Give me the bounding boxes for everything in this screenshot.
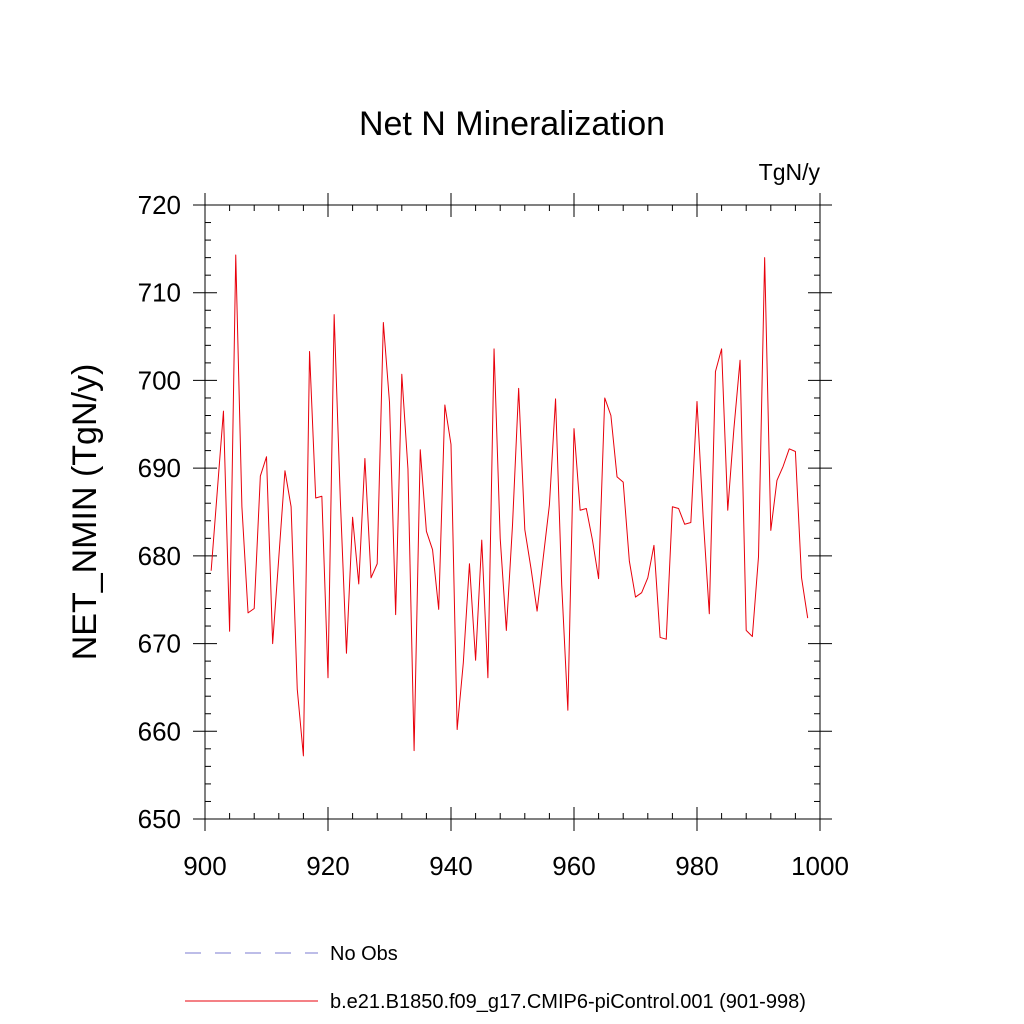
x-tick-label: 940	[429, 851, 472, 881]
y-tick-label: 690	[138, 453, 181, 483]
chart-title: Net N Mineralization	[359, 105, 665, 143]
y-tick-label: 660	[138, 716, 181, 746]
y-tick-label: 710	[138, 278, 181, 308]
tick-labels: 900 920 940 960 980 1000 650 660 670 680 690 700 710…	[138, 190, 849, 881]
series-line-1	[210, 254, 809, 757]
plot-frame	[204, 204, 821, 820]
y-tick-label: 680	[138, 541, 181, 571]
x-tick-label: 980	[675, 851, 718, 881]
minor-ticks	[205, 205, 820, 819]
legend-label-no-obs: No Obs	[330, 943, 398, 965]
major-ticks	[193, 193, 832, 831]
units-label: TgN/y	[759, 159, 821, 185]
series-layer	[210, 254, 809, 757]
x-tick-label: 920	[306, 851, 349, 881]
x-tick-label: 960	[552, 851, 595, 881]
x-tick-label: 900	[183, 851, 226, 881]
legend: No Obs b.e21.B1850.f09_g17.CMIP6-piContr…	[185, 943, 806, 1013]
y-tick-label: 700	[138, 365, 181, 395]
legend-label-model: b.e21.B1850.f09_g17.CMIP6-piControl.001 …	[330, 991, 806, 1013]
x-tick-label: 1000	[791, 851, 849, 881]
y-tick-label: 670	[138, 629, 181, 659]
y-tick-label: 650	[138, 804, 181, 834]
y-axis-label: NET_NMIN (TgN/y)	[66, 364, 104, 661]
y-tick-label: 720	[138, 190, 181, 220]
